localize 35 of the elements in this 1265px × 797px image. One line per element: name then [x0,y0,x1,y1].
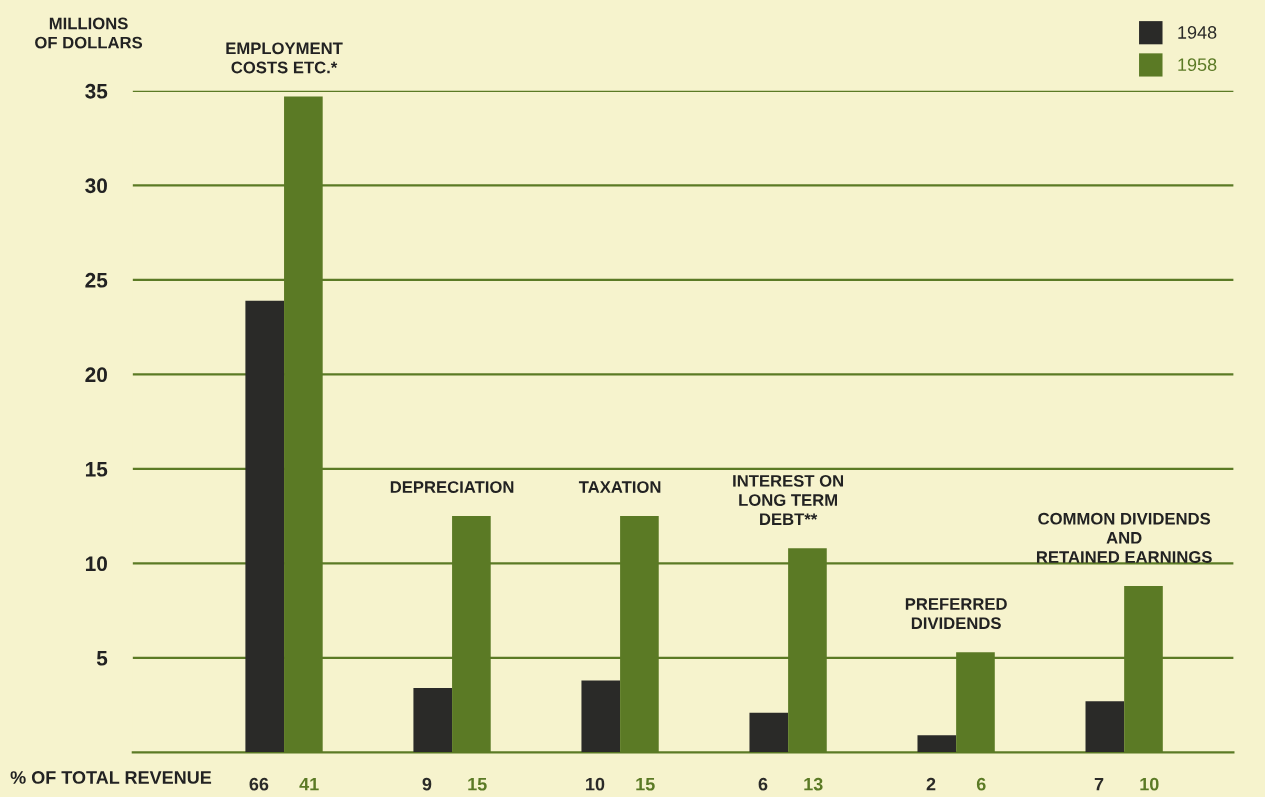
text: 6 [976,777,986,791]
x-tick-label: COMMON DIVIDENDS AND RETAINED EARNINGS [1036,512,1212,563]
y-tick-label: 20 [85,367,107,383]
text: 13 [804,777,823,791]
text: 10 [586,777,605,791]
text: 15 [468,777,487,791]
text: 66 [249,777,269,791]
x-tick-label: TAXATION [578,481,661,493]
y-tick-label: 25 [85,272,108,288]
bar [245,300,285,753]
y-tick-label: 15 [85,462,108,477]
x-tick-label: PREFERRED DIVIDENDS [905,598,1007,630]
text: 9 [422,777,432,791]
text: 7 [1094,777,1104,791]
y-tick-label: 35 [85,83,108,99]
bar [917,735,957,753]
bar [581,680,621,753]
y-tick-label: 30 [85,178,107,194]
x-tick-label: INTEREST ON LONG TERM DEBT** [733,474,844,525]
y-tick-label: 10 [85,556,107,572]
bar [749,712,789,753]
text: 15 [636,777,655,791]
text: 2 [926,777,936,791]
text: 10 [1140,777,1159,791]
text: % OF TOTAL REVENUE [10,771,212,784]
text: 6 [758,777,768,791]
y-axis-title: MILLIONS OF DOLLARS [35,17,143,49]
bar [1085,701,1125,753]
y-tick-label: 5 [96,651,108,666]
bar [413,688,453,753]
x-tick-label: EMPLOYMENT COSTS ETC.* [226,42,343,74]
legend-label: 1948 [1178,26,1217,39]
text: 41 [299,777,319,791]
x-tick-label: DEPRECIATION [390,481,514,493]
legend-label: 1958 [1178,58,1217,72]
